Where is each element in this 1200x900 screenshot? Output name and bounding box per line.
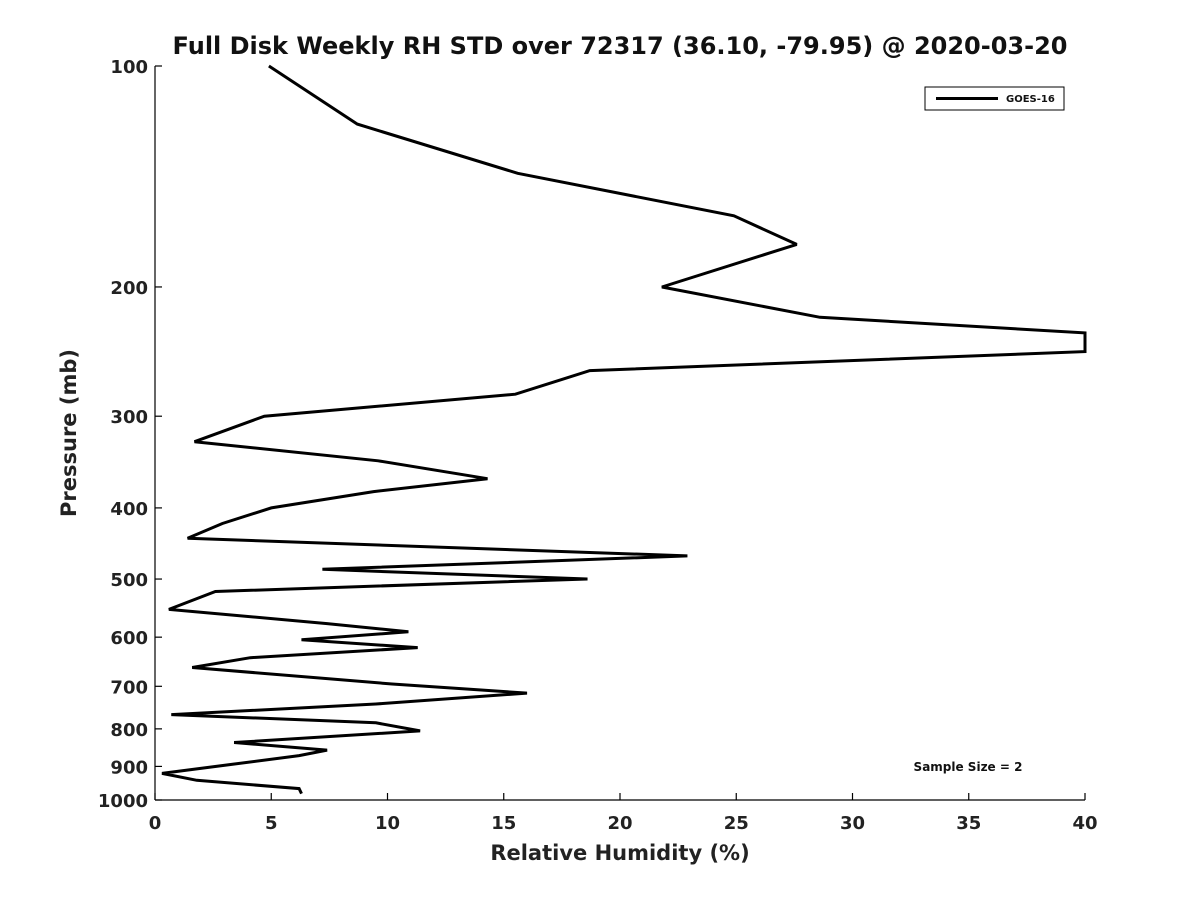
- x-axis-label: Relative Humidity (%): [490, 841, 749, 865]
- x-tick-label: 10: [375, 813, 400, 834]
- y-tick-label: 1000: [98, 791, 148, 812]
- y-ticks: 100 200 300 400 500 600 700 800 900 1000: [98, 57, 162, 812]
- x-tick-label: 40: [1072, 813, 1097, 834]
- y-tick-label: 200: [110, 278, 148, 299]
- x-ticks: 0 5 10 15 20 25 30 35 40: [149, 793, 1098, 834]
- legend: GOES-16: [924, 86, 1065, 111]
- y-tick-label: 100: [110, 57, 148, 78]
- sample-size-annotation: Sample Size = 2: [914, 760, 1023, 774]
- x-tick-label: 25: [724, 813, 749, 834]
- x-tick-label: 20: [607, 813, 632, 834]
- x-tick-label: 35: [956, 813, 981, 834]
- x-tick-label: 5: [265, 813, 278, 834]
- series-layer: [161, 64, 1087, 795]
- y-tick-label: 600: [110, 628, 148, 649]
- y-tick-label: 800: [110, 720, 148, 741]
- x-tick-label: 30: [840, 813, 865, 834]
- y-tick-label: 700: [110, 677, 148, 698]
- y-tick-label: 400: [110, 499, 148, 520]
- y-tick-label: 300: [110, 407, 148, 428]
- axes: [154, 66, 1085, 801]
- legend-entry-goes-16: GOES-16: [1006, 94, 1055, 105]
- x-tick-label: 15: [491, 813, 516, 834]
- chart-title: Full Disk Weekly RH STD over 72317 (36.1…: [173, 32, 1068, 60]
- series-line-goes-16: [161, 64, 1087, 795]
- y-tick-label: 500: [110, 570, 148, 591]
- y-tick-label: 900: [110, 757, 148, 778]
- y-axis-label: Pressure (mb): [57, 349, 81, 517]
- x-tick-label: 0: [149, 813, 162, 834]
